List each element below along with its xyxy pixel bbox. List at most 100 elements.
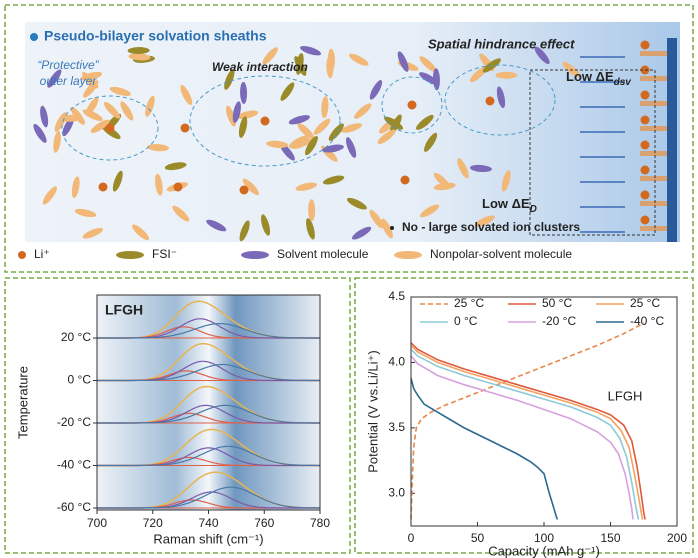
- molecule: [328, 123, 344, 141]
- annotation: Low ΔED: [482, 196, 537, 214]
- series-line: [410, 344, 644, 520]
- legend-text: Li⁺: [34, 247, 50, 261]
- molecule: [147, 144, 170, 152]
- series-line: [410, 377, 559, 520]
- legend-label: 25 °C: [454, 296, 484, 310]
- molecule: [54, 112, 67, 132]
- molecule: [232, 101, 241, 123]
- molecule: [377, 129, 396, 144]
- molecule: [280, 82, 295, 101]
- y-tick-label: -20 °C: [57, 415, 91, 429]
- annotation: Low ΔEdsv: [566, 69, 632, 87]
- molecule: [295, 182, 318, 191]
- li-ion: [98, 182, 108, 192]
- legend-label: 25 °C: [630, 296, 660, 310]
- y-tick-label: 0 °C: [68, 373, 92, 387]
- molecule: [242, 178, 259, 196]
- annotation-text: Low ΔE: [482, 196, 530, 211]
- y-tick-label: -60 °C: [57, 500, 91, 514]
- molecule: [369, 209, 384, 229]
- x-tick-label: 700: [87, 516, 107, 530]
- interface-box: [529, 69, 656, 236]
- x-tick-label: 0: [408, 531, 415, 545]
- annotation: outer layer: [40, 74, 98, 88]
- peak-component: [97, 363, 320, 382]
- legend-icon: [394, 251, 422, 259]
- molecule: [82, 109, 103, 121]
- schematic: [33, 40, 667, 242]
- molecule: [40, 105, 49, 128]
- molecule: [127, 47, 150, 55]
- y-axis-label: Temperature: [15, 366, 30, 439]
- molecule: [145, 95, 155, 117]
- y-tick-label: 3.5: [388, 420, 405, 434]
- molecule: [469, 66, 487, 83]
- y-tick-label: 4.0: [388, 355, 405, 369]
- molecule: [297, 123, 315, 140]
- molecule: [419, 56, 437, 73]
- molecule: [172, 205, 190, 222]
- panel-border: [354, 277, 694, 554]
- x-tick-label: 50: [471, 531, 485, 545]
- molecule: [397, 51, 409, 72]
- series-line: [410, 322, 645, 520]
- panel-border: [4, 4, 694, 273]
- peak-component: [97, 323, 320, 339]
- legend-text: FSI⁻: [152, 247, 177, 261]
- molecule: [90, 119, 110, 133]
- x-tick-label: 100: [534, 531, 554, 545]
- molecule: [288, 135, 309, 148]
- bullet: [390, 226, 394, 230]
- sei: [640, 51, 667, 56]
- molecule: [71, 176, 80, 199]
- molecule: [322, 144, 344, 153]
- molecule: [155, 173, 163, 196]
- legend-text: Solvent molecule: [277, 247, 369, 261]
- molecule: [306, 218, 315, 240]
- y-tick-label: -40 °C: [57, 458, 91, 472]
- molecule: [53, 131, 61, 153]
- molecule: [322, 175, 345, 185]
- li-ion: [640, 115, 650, 125]
- annotation-sub: dsv: [614, 77, 633, 88]
- legend-label: -20 °C: [542, 314, 576, 328]
- y-tick-label: 20 °C: [61, 330, 91, 344]
- peak-component: [97, 445, 320, 467]
- y-tick-label: 3.0: [388, 485, 405, 499]
- molecule: [120, 101, 134, 121]
- molecule: [164, 162, 187, 171]
- legend-icon: [116, 251, 144, 259]
- molecule: [112, 170, 123, 192]
- annotation-sub: D: [530, 204, 537, 215]
- molecule: [300, 45, 322, 56]
- schematic-title: Pseudo-bilayer solvation sheaths: [44, 28, 267, 44]
- molecule: [266, 140, 289, 148]
- molecule: [433, 172, 451, 189]
- molecule: [80, 71, 103, 81]
- annotation: “Protective”: [37, 58, 99, 72]
- molecule: [351, 226, 372, 240]
- li-ion: [239, 185, 249, 195]
- series-line: [410, 355, 634, 520]
- peak-component: [97, 486, 320, 509]
- li-ion: [640, 165, 650, 175]
- molecule: [83, 80, 99, 98]
- x-tick-label: 740: [198, 516, 218, 530]
- molecule: [294, 56, 307, 76]
- li-ion: [260, 116, 270, 126]
- molecule: [128, 53, 151, 61]
- molecule: [341, 123, 363, 133]
- legend-label: -40 °C: [630, 314, 664, 328]
- molecule: [82, 227, 103, 239]
- molecule: [354, 103, 372, 119]
- molecule: [239, 220, 250, 242]
- molecule: [224, 69, 235, 90]
- annotation-text: Low ΔE: [566, 69, 614, 84]
- panel-label: LFGH: [608, 388, 643, 403]
- li-ion: [105, 123, 115, 133]
- li-ion: [640, 190, 650, 200]
- sei: [640, 151, 667, 156]
- li-ion: [173, 182, 183, 192]
- y-tick-label: 4.5: [388, 289, 405, 303]
